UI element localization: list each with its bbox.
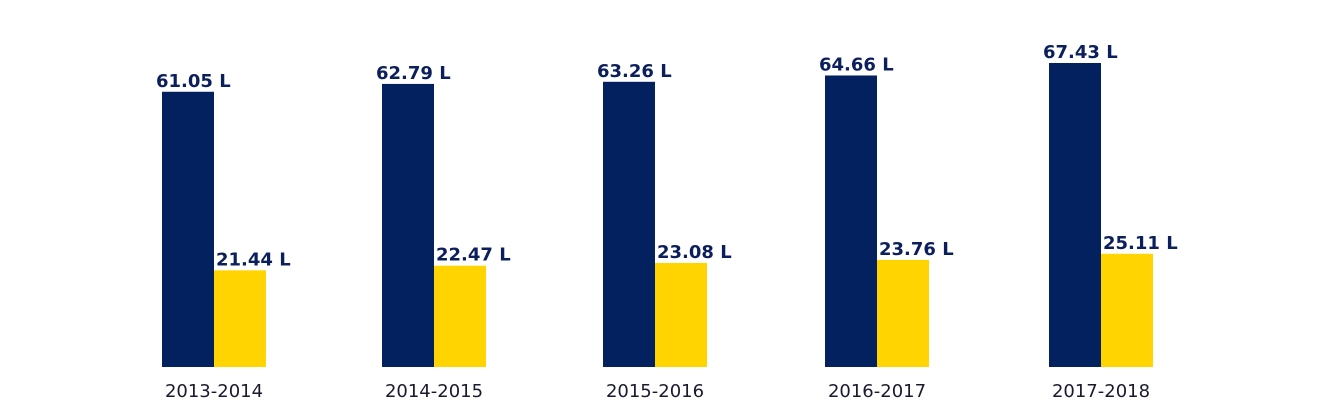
value-label-series-1-2015-2016: 63.26 L bbox=[597, 61, 672, 82]
bar-series-2-2013-2014 bbox=[214, 270, 266, 367]
value-label-series-2-2016-2017: 23.76 L bbox=[879, 239, 954, 260]
value-label-series-2-2015-2016: 23.08 L bbox=[657, 242, 732, 263]
bar-series-1-2013-2014 bbox=[162, 91, 214, 367]
bar-series-2-2017-2018 bbox=[1101, 253, 1153, 367]
bar-series-2-2016-2017 bbox=[877, 259, 929, 367]
category-label-2013-2014: 2013-2014 bbox=[165, 381, 263, 402]
bars-layer bbox=[162, 63, 1153, 368]
value-label-series-2-2014-2015: 22.47 L bbox=[436, 245, 511, 266]
bar-series-1-2015-2016 bbox=[603, 81, 655, 368]
value-labels-layer: 61.05 L 21.44 L 62.79 L 22.47 L 63.26 L 23.08… bbox=[156, 42, 1178, 270]
bar-series-2-2015-2016 bbox=[655, 262, 707, 367]
value-label-series-2-2013-2014: 21.44 L bbox=[216, 249, 291, 270]
value-label-series-2-2017-2018: 25.11 L bbox=[1103, 233, 1178, 254]
category-label-2016-2017: 2016-2017 bbox=[828, 381, 926, 402]
value-label-series-1-2017-2018: 67.43 L bbox=[1043, 42, 1118, 63]
bar-series-1-2016-2017 bbox=[825, 75, 877, 367]
value-label-series-1-2016-2017: 64.66 L bbox=[819, 54, 894, 75]
bar-series-1-2014-2015 bbox=[382, 83, 434, 367]
value-label-series-1-2014-2015: 62.79 L bbox=[376, 63, 451, 84]
value-label-series-1-2013-2014: 61.05 L bbox=[156, 71, 231, 92]
category-labels-layer: 2013-2014 2014-2015 2015-2016 2016-2017 2017… bbox=[165, 381, 1150, 402]
category-label-2014-2015: 2014-2015 bbox=[385, 381, 483, 402]
category-label-2017-2018: 2017-2018 bbox=[1052, 381, 1150, 402]
bar-series-1-2017-2018 bbox=[1049, 63, 1101, 367]
category-label-2015-2016: 2015-2016 bbox=[606, 381, 704, 402]
bar-series-2-2014-2015 bbox=[434, 265, 486, 367]
